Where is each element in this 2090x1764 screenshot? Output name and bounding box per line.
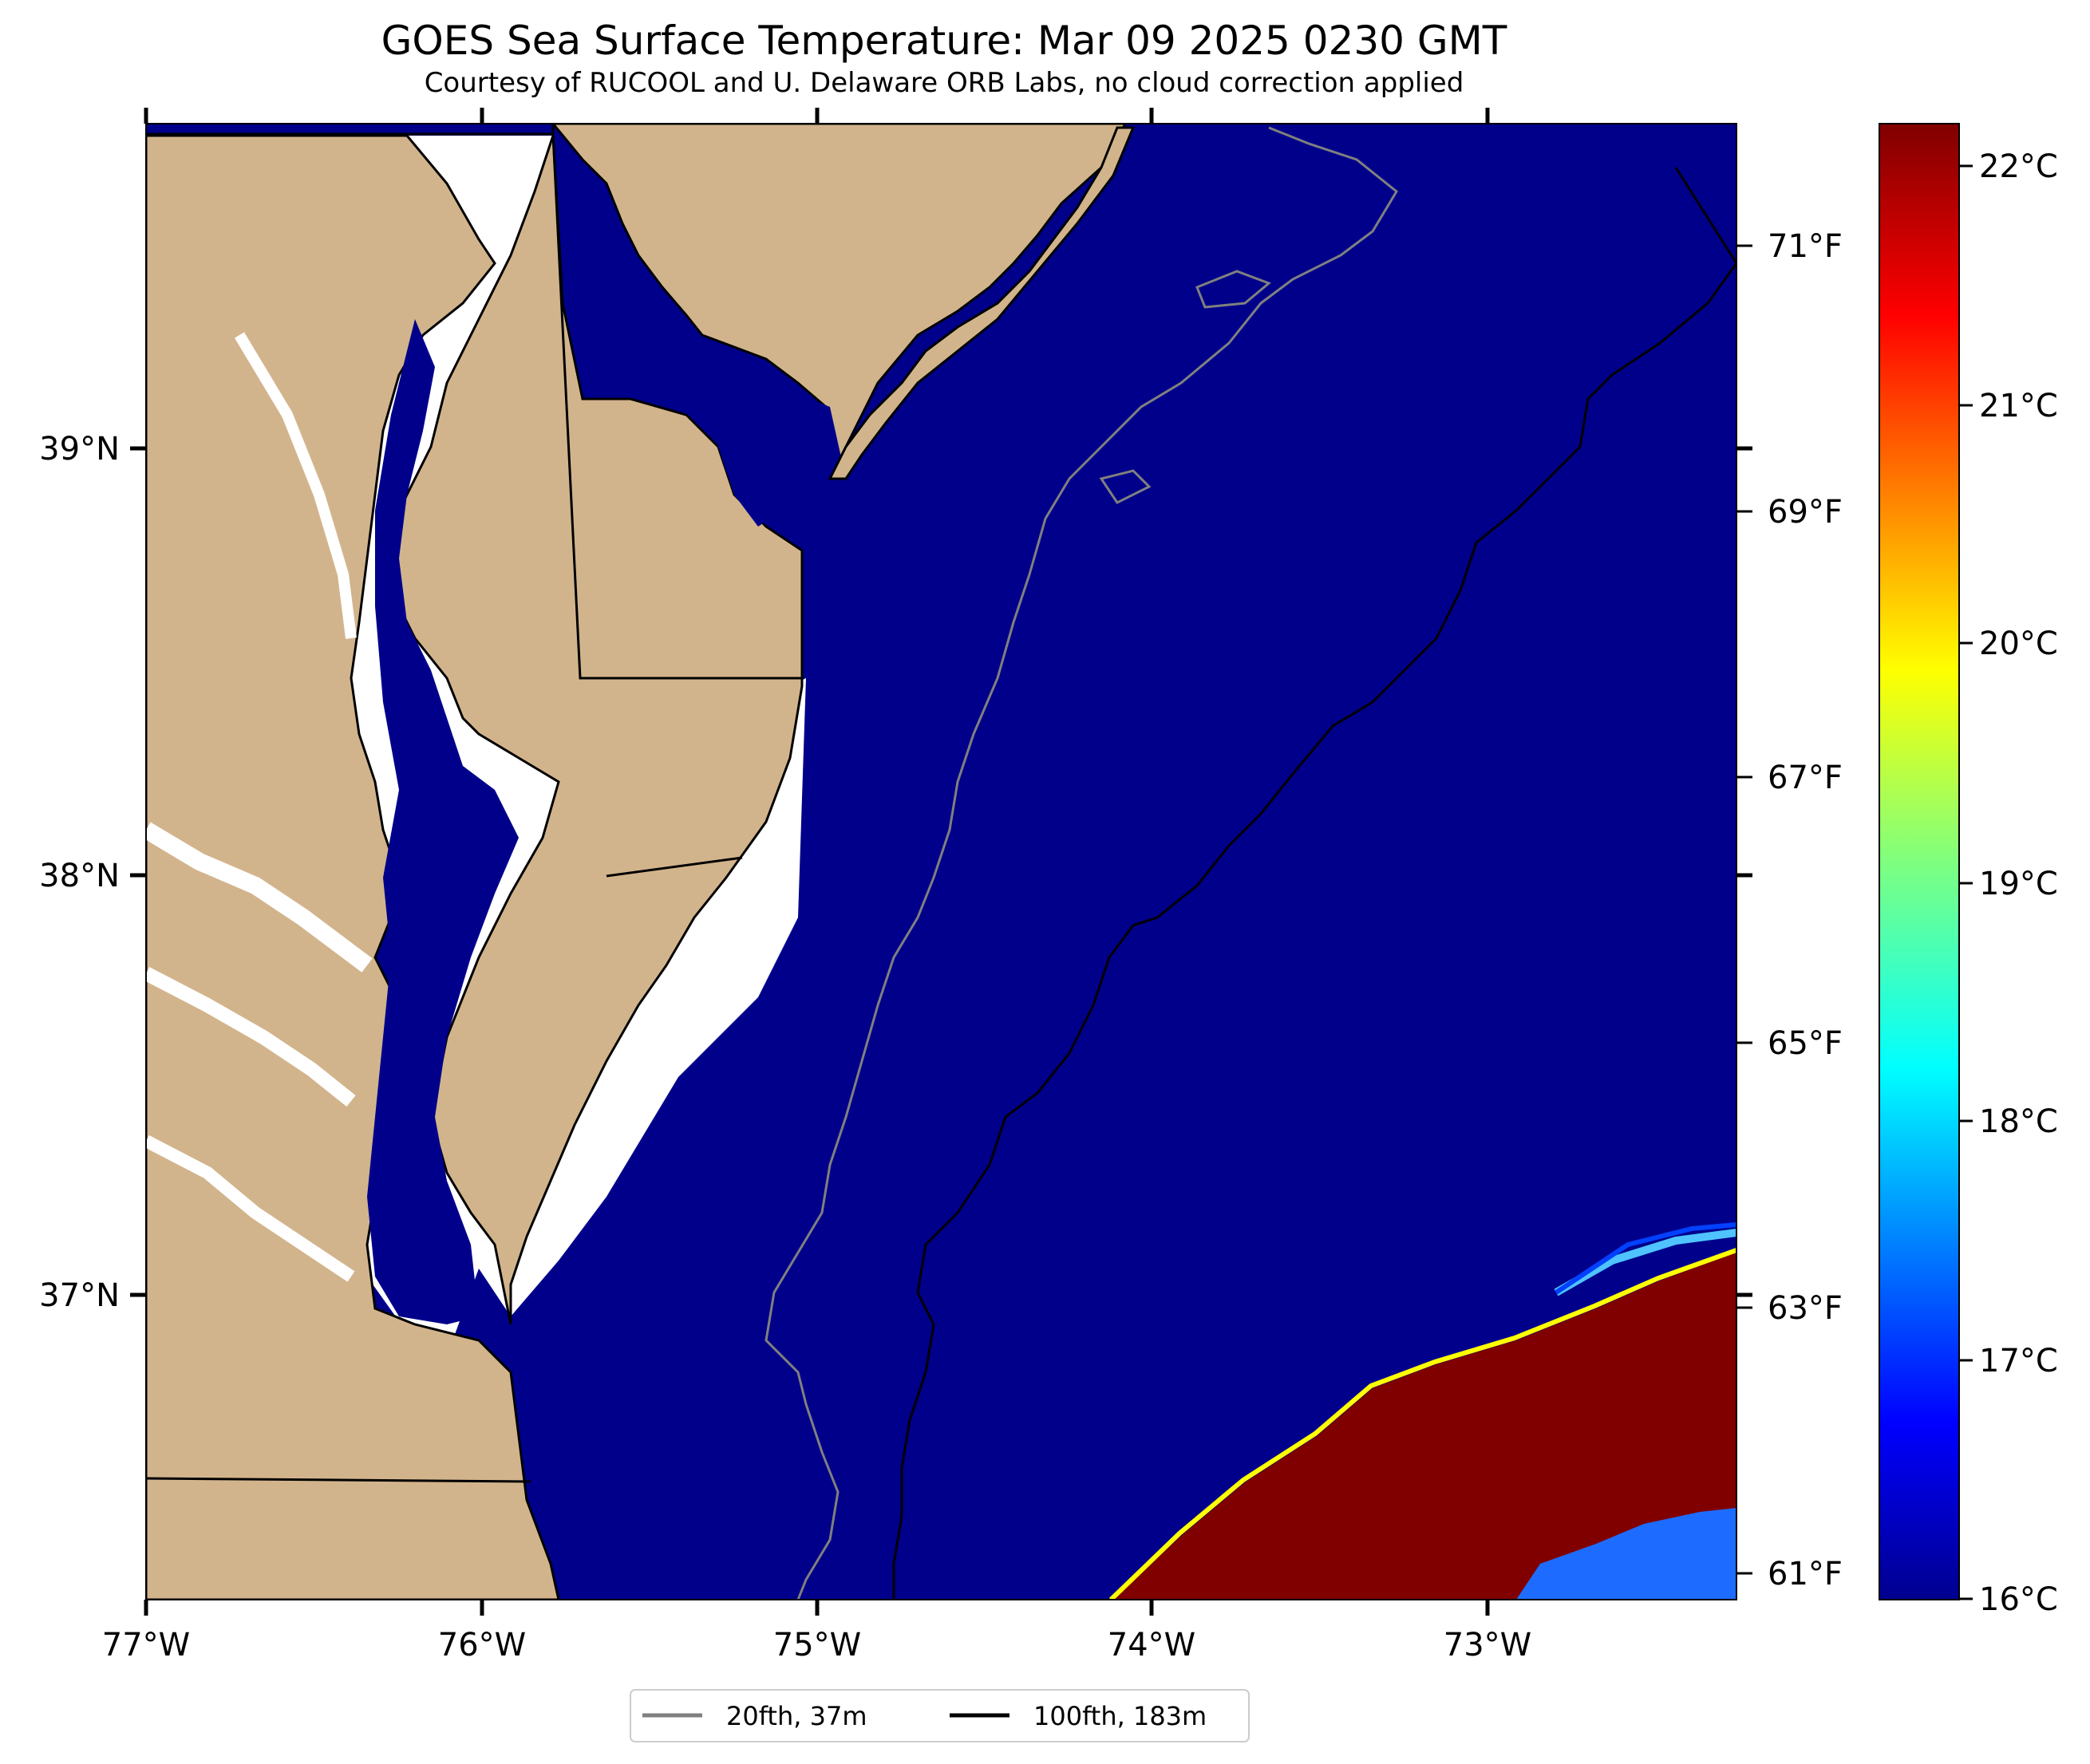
chesapeake-bay	[367, 319, 519, 1324]
colorbar-label-20c: 20°C	[1979, 625, 2058, 662]
fahrenheit-label-67: 67°F	[1768, 760, 1843, 796]
fahrenheit-label-61: 61°F	[1768, 1556, 1843, 1592]
fahrenheit-label-63: 63°F	[1768, 1290, 1843, 1327]
river-rappahannock	[146, 967, 356, 1107]
lat-label-39n: 39°N	[39, 431, 120, 468]
legend-label-100fth: 100fth, 183m	[1033, 1701, 1207, 1731]
colorbar-label-19c: 19°C	[1979, 866, 2058, 902]
longitude-ticks	[144, 108, 1490, 1616]
cool-filament-top	[1555, 1222, 1736, 1295]
colorbar-label-18c: 18°C	[1979, 1103, 2058, 1140]
colorbar-label-17c: 17°C	[1979, 1343, 2058, 1379]
lon-label-75w: 75°W	[773, 1627, 861, 1663]
lon-label-73w: 73°W	[1444, 1627, 1531, 1663]
fahrenheit-label-65: 65°F	[1768, 1025, 1843, 1062]
isobath-100fth	[892, 167, 1736, 1600]
river-patuxent	[234, 332, 357, 639]
map-frame	[145, 123, 1737, 1600]
boundary-va-nc	[146, 1477, 531, 1483]
map-area	[146, 124, 1736, 1600]
warm-water-edge	[1108, 1248, 1736, 1600]
colorbar	[1879, 123, 1960, 1600]
latitude-ticks	[130, 446, 1752, 1297]
lon-label-76w: 76°W	[438, 1627, 526, 1663]
river-york	[146, 1135, 355, 1282]
colorbar-ticks	[1959, 164, 1973, 1600]
fahrenheit-label-71: 71°F	[1768, 228, 1843, 265]
delaware-bay	[694, 351, 846, 527]
map-title: GOES Sea Surface Temperature: Mar 09 202…	[381, 18, 1507, 64]
lat-label-37n: 37°N	[39, 1277, 120, 1314]
land-new-jersey-cape	[828, 126, 1136, 480]
legend-box	[630, 1689, 1250, 1742]
boundary-md-va	[606, 856, 743, 878]
legend-label-20fth: 20fth, 37m	[726, 1701, 867, 1731]
cold-eddy-region	[1516, 1508, 1736, 1600]
lon-label-77w: 77°W	[102, 1627, 190, 1663]
colorbar-label-21c: 21°C	[1979, 388, 2058, 424]
isobath-legend: 20fth, 37m 100fth, 183m	[630, 1689, 1250, 1742]
colorbar-label-22c: 22°C	[1979, 148, 2058, 185]
lat-label-38n: 38°N	[39, 858, 120, 894]
isobath-20fth	[764, 126, 1398, 1600]
isobath-20fth-islands	[1099, 270, 1271, 504]
boundary-md-de	[146, 132, 802, 680]
warm-water-region	[1113, 1253, 1736, 1600]
map-subtitle: Courtesy of RUCOOL and U. Delaware ORB L…	[424, 67, 1464, 99]
colorbar-label-16c: 16°C	[1979, 1581, 2058, 1618]
fahrenheit-label-69: 69°F	[1768, 494, 1843, 531]
fahrenheit-ticks	[1736, 244, 1752, 1575]
river-potomac	[146, 822, 373, 973]
lon-label-74w: 74°W	[1108, 1627, 1195, 1663]
